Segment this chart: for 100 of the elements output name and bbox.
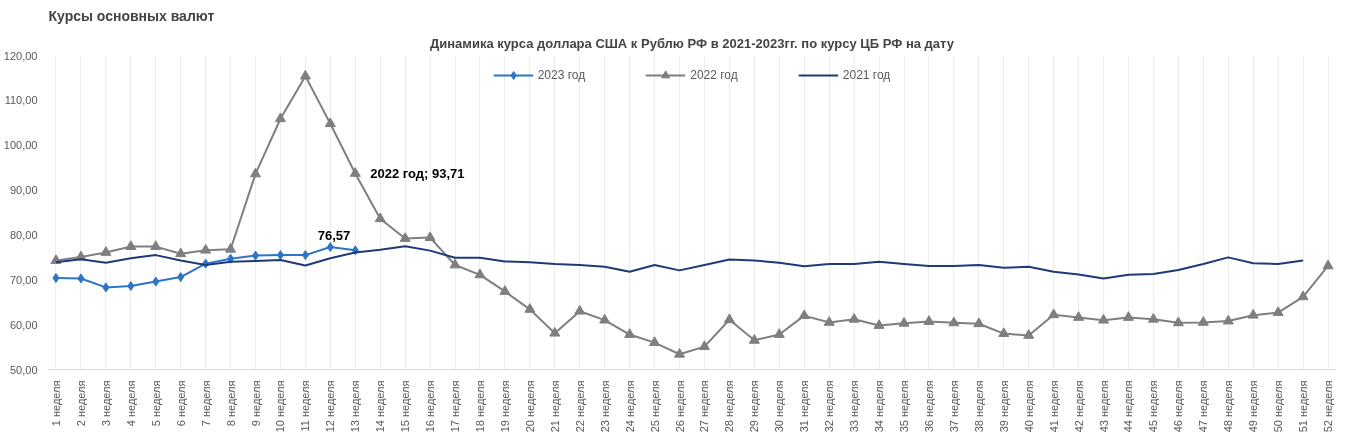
legend-label: 2021 год <box>842 68 891 82</box>
point <box>574 304 586 315</box>
point <box>674 347 686 358</box>
point <box>723 313 735 324</box>
y-tick-label: 90,00 <box>9 184 38 197</box>
point <box>873 319 885 329</box>
point <box>200 243 212 254</box>
x-tick-label: 29 неделя <box>748 380 761 433</box>
point <box>1172 316 1184 327</box>
y-tick-label: 100,00 <box>3 139 38 152</box>
point <box>624 328 636 338</box>
x-tick-label: 27 неделя <box>698 380 711 433</box>
point <box>823 316 835 326</box>
point <box>252 250 260 261</box>
point <box>52 272 60 283</box>
point <box>599 313 611 324</box>
point <box>225 243 237 253</box>
point <box>449 258 461 269</box>
x-tick-label: 35 неделя <box>898 380 911 433</box>
point <box>848 312 860 323</box>
point <box>102 282 110 293</box>
point <box>274 112 286 123</box>
x-tick-label: 50 неделя <box>1272 380 1285 433</box>
x-tick-label: 28 неделя <box>723 380 736 433</box>
point <box>1247 308 1259 319</box>
point <box>424 231 436 242</box>
x-tick-label: 31 неделя <box>798 380 811 433</box>
legend-label: 2023 год <box>537 68 586 82</box>
y-tick-label: 110,00 <box>4 94 38 107</box>
data-label: 76,57 <box>317 228 351 244</box>
point <box>948 316 960 327</box>
x-tick-label: 41 неделя <box>1047 380 1060 433</box>
point <box>127 281 135 292</box>
point <box>250 167 262 178</box>
point <box>299 69 311 80</box>
point <box>1048 308 1060 319</box>
point <box>1023 329 1035 339</box>
x-tick-label: 26 неделя <box>673 380 686 433</box>
data-label: 2022 год; 93,71 <box>370 165 465 181</box>
point <box>77 273 85 284</box>
x-tick-label: 10 неделя <box>274 380 287 433</box>
y-tick-label: 70,00 <box>9 273 38 286</box>
x-tick-label: 13 неделя <box>349 380 362 433</box>
x-tick-label: 25 неделя <box>648 380 661 433</box>
x-tick-label: 45 неделя <box>1147 380 1160 433</box>
x-tick-label: 37 неделя <box>947 380 960 433</box>
y-tick-label: 120,00 <box>3 49 38 62</box>
point <box>748 334 760 344</box>
x-tick-label: 21 неделя <box>548 380 561 433</box>
x-tick-label: 5 неделя <box>149 380 162 427</box>
chart-title: Динамика курса доллара США к Рублю РФ в 2021-2023гг. по курсу ЦБ РФ на дату <box>429 35 955 51</box>
x-tick-label: 23 неделя <box>598 380 611 433</box>
legend-label: 2022 год <box>690 68 738 82</box>
x-tick-label: 39 неделя <box>997 380 1010 433</box>
point <box>125 240 137 250</box>
y-tick-label: 60,00 <box>9 318 38 331</box>
x-tick-label: 44 неделя <box>1122 380 1135 433</box>
point <box>698 340 710 351</box>
x-tick-label: 46 неделя <box>1172 380 1185 433</box>
point <box>326 242 334 253</box>
x-tick-label: 8 неделя <box>224 380 237 427</box>
x-tick-label: 12 неделя <box>324 380 337 433</box>
x-tick-label: 30 неделя <box>773 380 786 433</box>
x-tick-label: 42 неделя <box>1072 380 1085 433</box>
point <box>1322 259 1334 270</box>
x-tick-label: 1 неделя <box>49 380 62 427</box>
x-tick-label: 24 неделя <box>623 380 636 433</box>
point <box>1272 306 1284 316</box>
x-tick-label: 2 неделя <box>74 380 87 427</box>
x-tick-label: 40 неделя <box>1022 380 1035 433</box>
point <box>973 317 985 328</box>
point <box>100 246 112 256</box>
point <box>998 327 1010 337</box>
y-tick-label: 80,00 <box>9 228 38 241</box>
point <box>399 232 411 242</box>
x-tick-label: 47 неделя <box>1197 380 1210 433</box>
point <box>1222 314 1234 325</box>
x-tick-label: 34 неделя <box>873 380 886 433</box>
x-tick-label: 52 неделя <box>1322 380 1335 433</box>
x-tick-label: 16 неделя <box>424 380 437 433</box>
x-tick-label: 4 неделя <box>124 380 137 427</box>
x-tick-label: 49 неделя <box>1247 380 1260 433</box>
x-tick-label: 38 неделя <box>972 380 985 433</box>
point <box>499 285 511 295</box>
x-tick-label: 36 неделя <box>922 380 935 433</box>
x-tick-label: 11 неделя <box>299 380 312 432</box>
x-tick-label: 7 неделя <box>199 380 212 427</box>
x-tick-label: 43 неделя <box>1097 380 1110 433</box>
point <box>349 167 361 177</box>
point <box>1073 311 1085 321</box>
point <box>1197 316 1209 326</box>
point <box>773 328 785 338</box>
point <box>227 253 235 264</box>
point <box>324 117 336 128</box>
x-tick-label: 51 неделя <box>1297 380 1310 433</box>
point <box>301 250 309 261</box>
x-tick-label: 18 неделя <box>473 380 486 433</box>
point <box>798 309 810 320</box>
x-tick-label: 15 неделя <box>399 380 412 433</box>
x-tick-label: 33 неделя <box>848 380 861 433</box>
